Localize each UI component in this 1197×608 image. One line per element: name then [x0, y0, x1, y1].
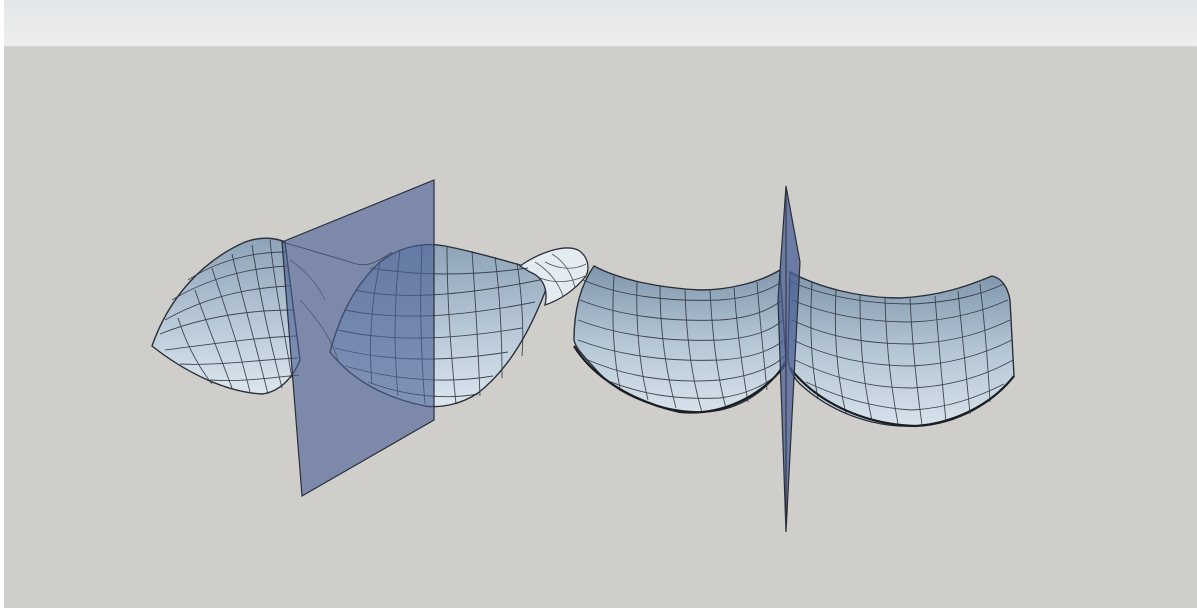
saddle-curl[interactable]	[518, 247, 589, 306]
vertical-section-plane-right[interactable]	[777, 185, 801, 533]
vertical-section-plane-left[interactable]	[281, 179, 435, 497]
toolbar	[4, 0, 1197, 47]
trough-right-half[interactable]	[787, 270, 1015, 427]
window-edge	[0, 0, 4, 608]
3d-viewport[interactable]	[4, 47, 1197, 608]
trough-surface[interactable]	[573, 265, 1015, 428]
